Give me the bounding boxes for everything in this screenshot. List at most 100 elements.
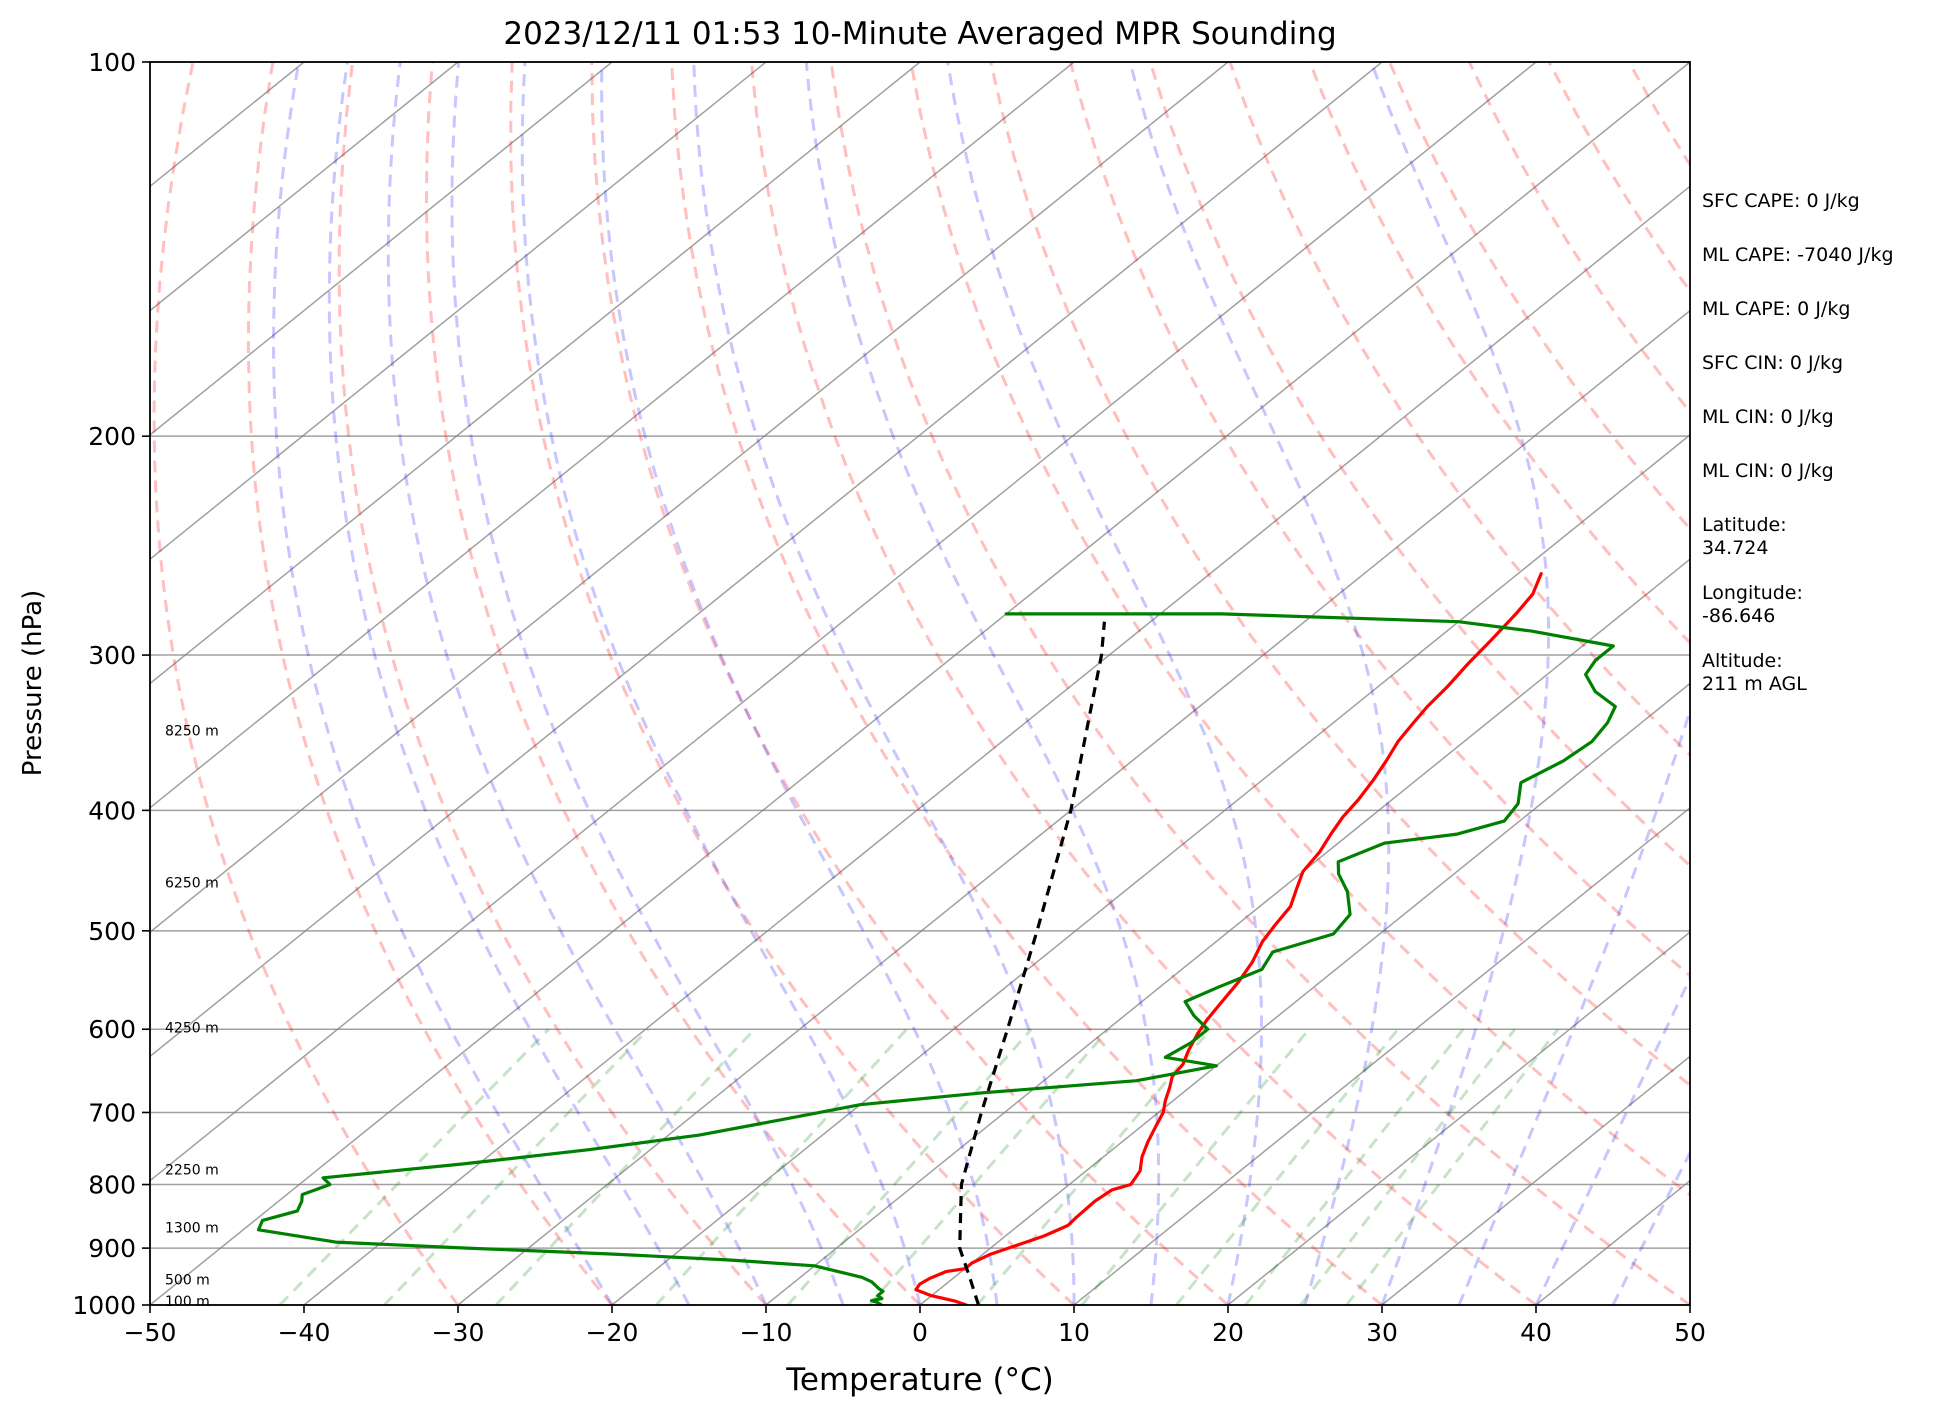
isotherm-line bbox=[150, 62, 921, 685]
x-tick-label: 50 bbox=[1674, 1318, 1706, 1347]
isotherm-line bbox=[150, 62, 1229, 934]
height-label: 500 m bbox=[165, 1273, 210, 1289]
isotherm-line bbox=[150, 62, 459, 312]
isotherm-line bbox=[765, 558, 1690, 1305]
mixing-ratio-line bbox=[278, 1028, 550, 1305]
isotherm-line bbox=[150, 62, 1383, 1058]
isotherm-line bbox=[150, 62, 613, 436]
x-tick-label: 0 bbox=[912, 1318, 928, 1347]
x-tick-label: 10 bbox=[1058, 1318, 1090, 1347]
y-tick-label: 900 bbox=[88, 1234, 136, 1263]
background-lines bbox=[150, 62, 1690, 1305]
dry-adiabat-line bbox=[829, 62, 1690, 1305]
isotherm-line bbox=[150, 62, 767, 561]
y-tick-label: 200 bbox=[88, 422, 136, 451]
altitude-value: 211 m AGL bbox=[1702, 673, 1807, 695]
dry-adiabat-line bbox=[909, 62, 1690, 1197]
x-tick-label: −10 bbox=[740, 1318, 793, 1347]
y-tick-label: 800 bbox=[88, 1171, 136, 1200]
moist-adiabat-line bbox=[692, 62, 1076, 1305]
dry-adiabat-line bbox=[246, 62, 614, 1305]
sfc-cin-text: SFC CIN: 0 J/kg bbox=[1702, 352, 1844, 374]
longitude-label: Longitude: bbox=[1702, 582, 1803, 604]
dewpoint-series-line bbox=[256, 612, 1617, 1305]
longitude-block: Longitude: -86.646 bbox=[1702, 582, 1930, 628]
dry-adiabat-line bbox=[424, 62, 922, 1305]
x-tick-label: −30 bbox=[432, 1318, 485, 1347]
isotherm-line bbox=[150, 62, 1537, 1182]
isotherm-line bbox=[150, 62, 1690, 1305]
height-label: 4250 m bbox=[165, 1020, 219, 1036]
chart-title: 2023/12/11 01:53 10-Minute Averaged MPR … bbox=[503, 16, 1336, 52]
dry-adiabat-line bbox=[337, 62, 768, 1305]
latitude-value: 34.724 bbox=[1702, 537, 1769, 559]
x-axis-ticks: −50 −40 −30 −20 −10 0 10 20 30 40 50 bbox=[124, 1305, 1706, 1347]
isotherm-line bbox=[303, 185, 1690, 1305]
moist-adiabat-line bbox=[520, 62, 922, 1305]
moist-adiabat-line bbox=[946, 62, 1263, 1305]
mixing-ratio-line bbox=[868, 1028, 1110, 1305]
mixing-ratio-line bbox=[1345, 1028, 1560, 1305]
height-label: 1300 m bbox=[165, 1220, 219, 1236]
ml-cin-text: ML CIN: 0 J/kg bbox=[1702, 406, 1834, 428]
dry-adiabat-line bbox=[590, 62, 1229, 1305]
x-axis-label: Temperature (°C) bbox=[785, 1362, 1054, 1398]
x-tick-label: −40 bbox=[278, 1318, 331, 1347]
dry-adiabat-line bbox=[989, 62, 1690, 1088]
longitude-value: -86.646 bbox=[1702, 605, 1776, 627]
isotherm-line bbox=[1381, 1055, 1690, 1305]
height-label: 8250 m bbox=[165, 724, 219, 740]
altitude-block: Altitude: 211 m AGL bbox=[1702, 650, 1930, 696]
x-tick-label: 20 bbox=[1212, 1318, 1244, 1347]
latitude-block: Latitude: 34.724 bbox=[1702, 514, 1930, 560]
mixing-ratio-line bbox=[383, 1028, 650, 1305]
x-tick-label: −50 bbox=[124, 1318, 177, 1347]
isotherm-line bbox=[611, 433, 1690, 1305]
sfc-cape-text: SFC CAPE: 0 J/kg bbox=[1702, 190, 1860, 212]
mixing-ratio-line bbox=[1299, 1028, 1517, 1305]
mixing-ratio-line bbox=[494, 1028, 756, 1305]
ml-cape-text-2: ML CAPE: 0 J/kg bbox=[1702, 298, 1851, 320]
moist-adiabat-line bbox=[1128, 62, 1391, 1305]
moist-adiabat-line bbox=[450, 62, 845, 1305]
y-tick-label: 400 bbox=[88, 796, 136, 825]
y-tick-label: 700 bbox=[88, 1098, 136, 1127]
x-tick-label: −20 bbox=[586, 1318, 639, 1347]
isotherm-line bbox=[919, 682, 1690, 1305]
y-tick-label: 600 bbox=[88, 1015, 136, 1044]
y-tick-label: 300 bbox=[88, 641, 136, 670]
temperature-series-line bbox=[914, 572, 1543, 1305]
ml-cape-text: ML CAPE: -7040 J/kg bbox=[1702, 244, 1894, 266]
moist-adiabat-line bbox=[1457, 62, 1690, 1305]
latitude-label: Latitude: bbox=[1702, 514, 1787, 536]
x-tick-label: 30 bbox=[1366, 1318, 1398, 1347]
isotherm-line bbox=[1227, 931, 1690, 1305]
moist-adiabat-line bbox=[804, 62, 1161, 1305]
y-tick-label: 1000 bbox=[72, 1291, 136, 1320]
isotherm-line bbox=[1073, 806, 1690, 1305]
y-tick-label: 100 bbox=[88, 48, 136, 77]
sounding-info-panel: SFC CAPE: 0 J/kg ML CAPE: -7040 J/kg ML … bbox=[1702, 190, 1930, 718]
dry-adiabat-line bbox=[1068, 62, 1690, 978]
y-axis-ticks: 100 200 300 400 500 600 700 800 900 1000 bbox=[72, 48, 150, 1320]
mixing-ratio-line bbox=[786, 1028, 1033, 1305]
moist-adiabat-line bbox=[386, 62, 768, 1305]
dry-adiabat-line bbox=[670, 62, 1383, 1305]
dry-adiabat-line bbox=[152, 62, 460, 1305]
height-label: 6250 m bbox=[165, 875, 219, 891]
moist-adiabat-line bbox=[1369, 62, 1551, 1305]
dry-adiabat-line bbox=[509, 62, 1076, 1305]
moist-adiabat-line bbox=[327, 62, 691, 1305]
isotherm-line bbox=[457, 309, 1690, 1305]
height-labels: 8250 m 6250 m 4250 m 2250 m 1300 m 500 m 100 m bbox=[165, 724, 219, 1311]
y-tick-label: 500 bbox=[88, 917, 136, 946]
sounding-series bbox=[256, 572, 1617, 1305]
moist-adiabat-line bbox=[600, 62, 999, 1305]
height-label: 100 m bbox=[165, 1294, 210, 1310]
moist-adiabat-line bbox=[271, 62, 614, 1305]
x-tick-label: 40 bbox=[1520, 1318, 1552, 1347]
parcel-series-line bbox=[958, 621, 1106, 1305]
y-axis-label: Pressure (hPa) bbox=[18, 590, 48, 777]
height-label: 2250 m bbox=[165, 1162, 219, 1178]
